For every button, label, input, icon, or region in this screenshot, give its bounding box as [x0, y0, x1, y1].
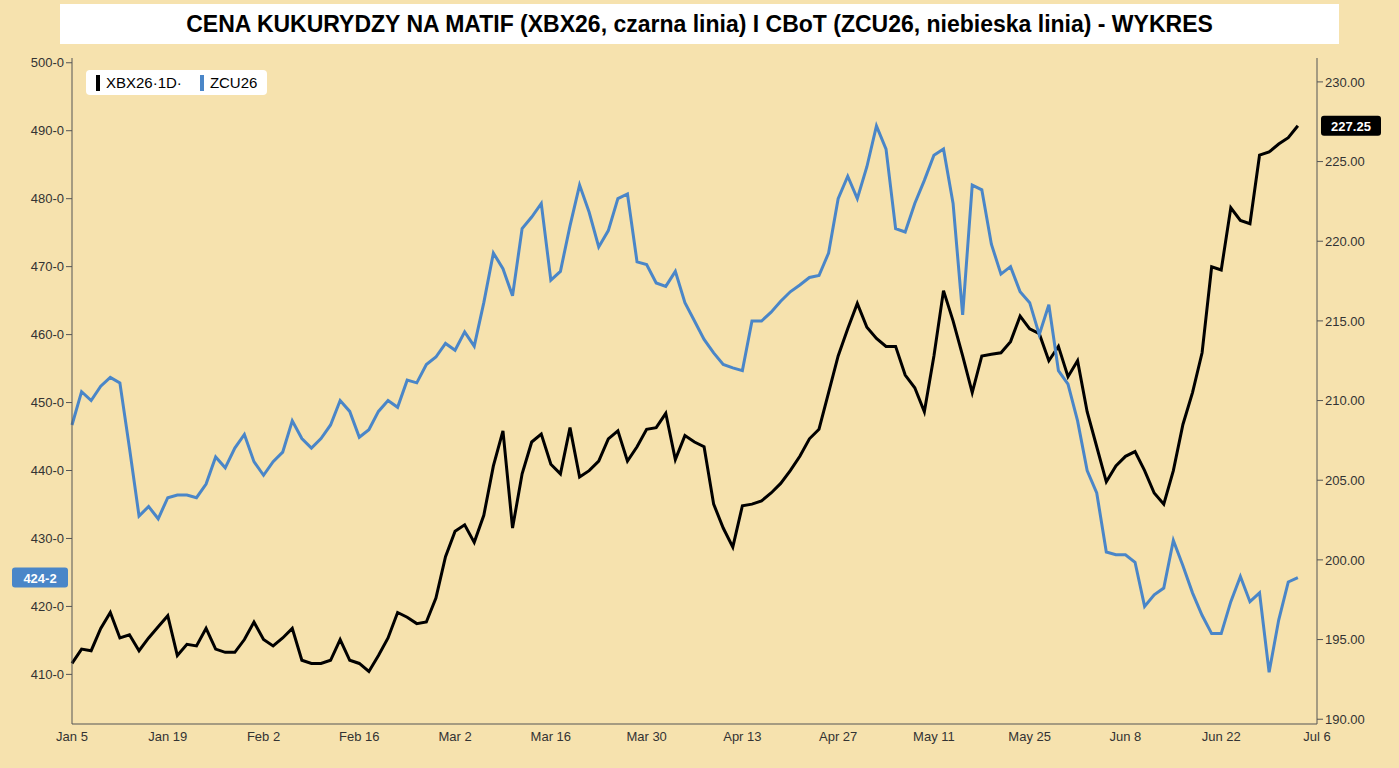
svg-text:200.00: 200.00 — [1325, 553, 1365, 568]
svg-text:Apr 13: Apr 13 — [723, 729, 761, 744]
svg-text:220.00: 220.00 — [1325, 234, 1365, 249]
svg-text:May 25: May 25 — [1008, 729, 1051, 744]
svg-text:Jan 5: Jan 5 — [56, 729, 88, 744]
svg-text:195.00: 195.00 — [1325, 632, 1365, 647]
svg-text:420-0: 420-0 — [31, 599, 64, 614]
svg-text:Apr 27: Apr 27 — [819, 729, 857, 744]
svg-text:Jan 19: Jan 19 — [148, 729, 187, 744]
svg-text:480-0: 480-0 — [31, 191, 64, 206]
svg-text:450-0: 450-0 — [31, 395, 64, 410]
svg-text:227.25: 227.25 — [1331, 119, 1371, 134]
svg-text:190.00: 190.00 — [1325, 712, 1365, 727]
svg-text:430-0: 430-0 — [31, 531, 64, 546]
svg-text:490-0: 490-0 — [31, 123, 64, 138]
svg-text:Jun 22: Jun 22 — [1202, 729, 1241, 744]
svg-text:210.00: 210.00 — [1325, 393, 1365, 408]
svg-text:Jul 6: Jul 6 — [1303, 729, 1330, 744]
svg-text:460-0: 460-0 — [31, 327, 64, 342]
svg-text:230.00: 230.00 — [1325, 75, 1365, 90]
svg-text:215.00: 215.00 — [1325, 314, 1365, 329]
svg-text:410-0: 410-0 — [31, 667, 64, 682]
svg-text:May 11: May 11 — [913, 729, 955, 744]
svg-text:424-2: 424-2 — [23, 571, 56, 586]
html-text:XBX26·1D·: XBX26·1D· — [106, 74, 182, 91]
svg-text:470-0: 470-0 — [31, 259, 64, 274]
svg-text:Feb 16: Feb 16 — [339, 729, 379, 744]
html-text:CENA KUKURYDZY NA MATIF (XBX26: CENA KUKURYDZY NA MATIF (XBX26, czarna l… — [186, 10, 1213, 37]
svg-text:Feb 2: Feb 2 — [247, 729, 280, 744]
svg-text:225.00: 225.00 — [1325, 154, 1365, 169]
svg-text:Mar 30: Mar 30 — [626, 729, 666, 744]
svg-text:500-0: 500-0 — [31, 55, 64, 70]
svg-text:205.00: 205.00 — [1325, 473, 1365, 488]
svg-text:Jun 8: Jun 8 — [1110, 729, 1142, 744]
svg-text:Mar 2: Mar 2 — [438, 729, 471, 744]
html-text:ZCU26: ZCU26 — [209, 74, 258, 91]
svg-text:Mar 16: Mar 16 — [531, 729, 571, 744]
svg-text:440-0: 440-0 — [31, 463, 64, 478]
